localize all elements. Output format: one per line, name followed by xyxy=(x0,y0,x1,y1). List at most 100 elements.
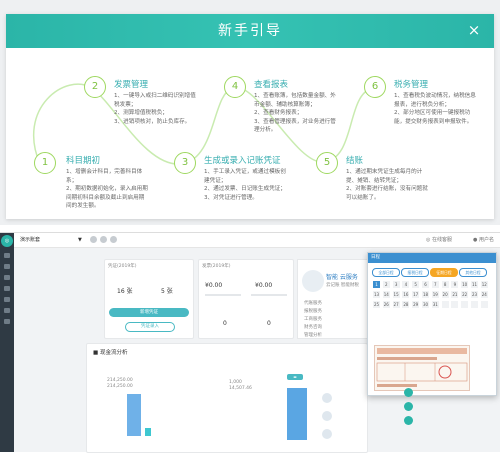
invoice-amount-1: ¥0.00 xyxy=(205,282,223,289)
guide-overlay-backdrop: 新手引导 × 1 科目期初 1、增删会计科目，完善科目体系； 2、期初数据初始化… xyxy=(0,0,500,225)
calendar-day[interactable]: 29 xyxy=(412,301,420,308)
calendar-day[interactable]: 16 xyxy=(402,291,410,298)
step-4-number: 4 xyxy=(224,76,246,98)
calendar-day[interactable]: 31 xyxy=(431,301,439,308)
guide-title: 新手引导 xyxy=(6,14,494,48)
guide-dialog: 新手引导 × 1 科目期初 1、增删会计科目，完善科目体系； 2、期初数据初始化… xyxy=(6,14,494,219)
calendar-day[interactable]: 8 xyxy=(441,281,449,288)
quick-icon-3[interactable] xyxy=(322,429,332,439)
calendar-day[interactable]: 6 xyxy=(422,281,429,288)
invoice-sub-count-2: 0 xyxy=(267,320,271,327)
add-icon[interactable] xyxy=(90,236,97,243)
step-2-description: 1、一键导入或扫二维码识别增值税发票； 2、测算增值税税负； 3、进销项核对，防… xyxy=(114,93,196,125)
step-5-number: 5 xyxy=(316,152,338,174)
step-3-description: 1、手工录入凭证，或通过模板创建凭证； 2、通过发票、日记账生成凭证； 3、对凭… xyxy=(204,169,286,201)
calendar-day[interactable]: 27 xyxy=(392,301,400,308)
calendar-day[interactable]: 23 xyxy=(471,291,478,298)
calendar-day[interactable]: 3 xyxy=(392,281,400,288)
step-1-title: 科目期初 xyxy=(66,156,101,166)
sidebar-item-reports[interactable] xyxy=(4,297,10,302)
invoice-amount-2: ¥0.00 xyxy=(255,282,273,289)
calendar-day[interactable]: 11 xyxy=(471,281,478,288)
voucher-entry-button[interactable]: 凭证录入 xyxy=(125,322,175,332)
calendar-day[interactable]: 9 xyxy=(451,281,459,288)
calendar-day[interactable]: 4 xyxy=(402,281,410,288)
sidebar-item-voucher[interactable] xyxy=(4,264,10,269)
sidebar-item-tax[interactable] xyxy=(4,308,10,313)
calendar-day[interactable]: 21 xyxy=(451,291,459,298)
cashflow-title: ■ 现金流分析 xyxy=(93,350,128,356)
calendar-day[interactable]: 10 xyxy=(461,281,469,288)
calendar-tab-all[interactable]: 全部日程 xyxy=(372,268,400,277)
close-icon[interactable]: × xyxy=(467,21,481,39)
calendar-day[interactable]: 15 xyxy=(392,291,400,298)
app-logo-icon: ◎ xyxy=(1,235,13,247)
calendar-day[interactable] xyxy=(480,301,488,308)
calendar-day[interactable]: 7 xyxy=(431,281,439,288)
step-4-title: 查看报表 xyxy=(254,80,289,90)
calendar-day[interactable]: 20 xyxy=(441,291,449,298)
step-6-description: 1、查看税负波动情况，纳税信息报表，进行税负分析； 2、部分地区可使用一键报税功… xyxy=(394,93,476,125)
voucher-count-2: 5 张 xyxy=(161,288,173,295)
cloud-item-5[interactable]: 管理分析 xyxy=(304,333,322,338)
calendar-day[interactable] xyxy=(441,301,449,308)
quick-icon-2[interactable] xyxy=(322,411,332,421)
calendar-day[interactable]: 24 xyxy=(480,291,488,298)
cloud-item-3[interactable]: 工商服务 xyxy=(304,317,322,322)
calendar-day[interactable]: 14 xyxy=(382,291,390,298)
online-service-link[interactable]: ◎ 在线客服 xyxy=(426,237,452,243)
calendar-day[interactable] xyxy=(451,301,459,308)
calendar-day[interactable] xyxy=(461,301,469,308)
calendar-day[interactable]: 18 xyxy=(422,291,429,298)
step-3-title: 生成或录入记账凭证 xyxy=(204,156,281,166)
cloud-item-1[interactable]: 代账服务 xyxy=(304,301,322,306)
calendar-day[interactable]: 30 xyxy=(422,301,429,308)
calendar-day[interactable]: 25 xyxy=(373,301,380,308)
cashflow-income: 214,250.00 xyxy=(107,378,133,383)
cloud-item-2[interactable]: 报税服务 xyxy=(304,309,322,314)
calendar-day[interactable]: 17 xyxy=(412,291,420,298)
settings-icon[interactable] xyxy=(110,236,117,243)
user-menu[interactable]: ● 用户名 xyxy=(473,237,494,243)
calendar-day[interactable] xyxy=(471,301,478,308)
company-selector[interactable]: 演示账套 xyxy=(20,237,41,243)
chat-icon[interactable] xyxy=(404,388,413,397)
refresh-icon[interactable] xyxy=(100,236,107,243)
chevron-down-icon[interactable]: ▼ xyxy=(78,237,82,243)
calendar-day[interactable]: 2 xyxy=(382,281,390,288)
step-3-number: 3 xyxy=(174,152,196,174)
voucher-card-label: 凭证(2019年) xyxy=(108,264,137,269)
calendar-day[interactable]: 28 xyxy=(402,301,410,308)
sidebar-item-books[interactable] xyxy=(4,286,10,291)
calendar-tab-period[interactable]: 征期日程 xyxy=(430,268,458,277)
sidebar: ◎ xyxy=(0,233,14,452)
calendar-day[interactable]: 12 xyxy=(480,281,488,288)
new-voucher-button[interactable]: 新增凭证 xyxy=(109,308,189,317)
cloud-item-4[interactable]: 财务咨询 xyxy=(304,325,322,330)
calendar-day[interactable]: 22 xyxy=(461,291,469,298)
sidebar-item-settings[interactable] xyxy=(4,319,10,324)
cashflow-toggle[interactable]: ▬ xyxy=(287,374,303,380)
sidebar-item-home[interactable] xyxy=(4,253,10,258)
calendar-day[interactable]: 5 xyxy=(412,281,420,288)
cloud-service-panel: 智能 云服务 云记账 智能财税 代账服务 报税服务 工商服务 财务咨询 管理分析 xyxy=(297,259,369,339)
wechat-icon[interactable] xyxy=(404,416,413,425)
sidebar-item-invoice[interactable] xyxy=(4,275,10,280)
calendar-tab-tax[interactable]: 报税日程 xyxy=(401,268,429,277)
quick-icon-1[interactable] xyxy=(322,393,332,403)
phone-icon[interactable] xyxy=(404,402,413,411)
guide-steps: 1 科目期初 1、增删会计科目，完善科目体系； 2、期初数据初始化，录入启用期间… xyxy=(6,48,494,219)
calendar-day[interactable]: 19 xyxy=(431,291,439,298)
top-bar: 演示账套 ▼ ◎ 在线客服 ● 用户名 xyxy=(14,233,500,248)
cashflow-other: 1,000 xyxy=(229,380,242,385)
step-6-title: 税务管理 xyxy=(394,80,429,90)
step-1-description: 1、增删会计科目，完善科目体系； 2、期初数据初始化，录入启用期间期初科目余额及… xyxy=(66,169,148,209)
cashflow-bar-1 xyxy=(127,394,141,436)
calendar-day[interactable]: 13 xyxy=(373,291,380,298)
calendar-tab-other[interactable]: 其他日程 xyxy=(459,268,487,277)
calendar-day[interactable]: 1 xyxy=(373,281,380,288)
calendar-popup: 日程 全部日程 报税日程 征期日程 其他日程 1 2 3 4 5 6 7 8 9 10 11 12 13… xyxy=(367,252,497,396)
calendar-day[interactable]: 26 xyxy=(382,301,390,308)
step-4-description: 1、查看账簿，包括数量金额、外币金额、辅助核算账簿； 2、查看财务报表； 3、查… xyxy=(254,93,336,133)
cloud-title: 智能 云服务 xyxy=(326,274,358,281)
